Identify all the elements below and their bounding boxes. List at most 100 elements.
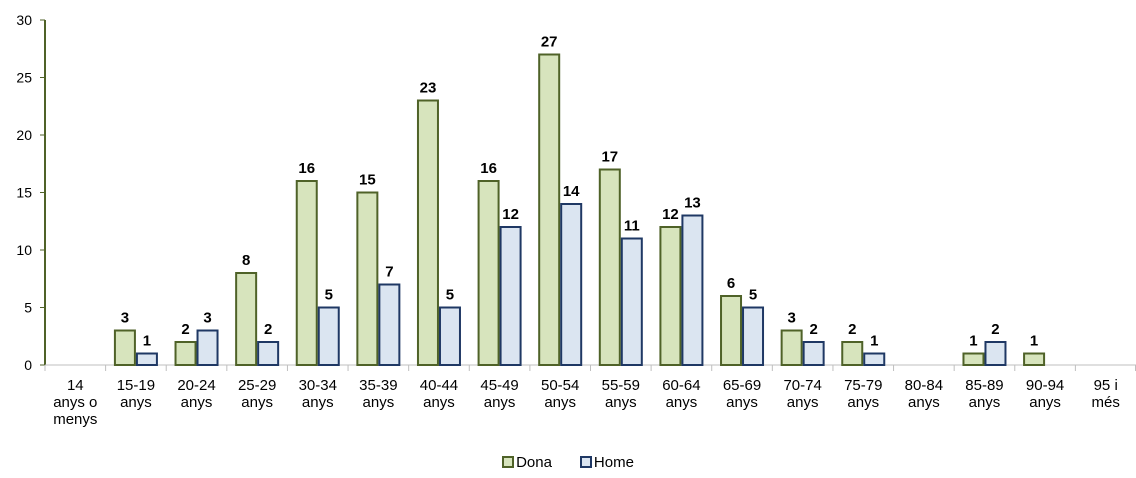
y-tick-label: 20	[16, 127, 32, 143]
data-label-dona: 23	[420, 80, 437, 97]
bar-dona	[174, 341, 197, 366]
bar-home	[742, 306, 765, 366]
x-tick-label: 25-29	[238, 377, 276, 394]
x-tick-label: 35-39	[359, 377, 397, 394]
data-label-dona: 16	[298, 160, 315, 177]
x-tick-label: 75-79	[844, 377, 882, 394]
x-tick-label: 14	[67, 377, 84, 394]
x-tick-label: 65-69	[723, 377, 761, 394]
bar-home	[257, 341, 280, 366]
x-tick-label: anys	[847, 394, 879, 411]
x-tick-label: 40-44	[420, 377, 458, 394]
legend-swatch-home	[579, 456, 592, 468]
bar-home	[802, 341, 825, 366]
data-label-dona: 2	[848, 321, 856, 338]
bar-home	[317, 306, 340, 366]
x-tick-label: 55-59	[602, 377, 640, 394]
data-label-dona: 3	[121, 310, 129, 327]
legend-item-dona[interactable]: Dona	[502, 454, 552, 471]
x-tick-label: anys	[666, 394, 698, 411]
bar-dona	[356, 191, 379, 366]
bar-home	[438, 306, 461, 366]
data-label-home: 5	[446, 287, 454, 304]
x-tick-label: més	[1092, 394, 1120, 411]
data-label-home: 13	[684, 195, 701, 212]
x-tick-label: anys	[969, 394, 1001, 411]
data-label-dona: 1	[969, 333, 977, 350]
bar-home	[135, 352, 158, 366]
data-label-home: 2	[264, 321, 272, 338]
data-label-dona: 15	[359, 172, 376, 189]
bar-dona	[477, 180, 500, 366]
x-tick-label: anys	[908, 394, 940, 411]
bar-dona	[659, 226, 682, 366]
data-label-home: 1	[143, 333, 151, 350]
x-tick-label: anys	[302, 394, 334, 411]
x-tick-label: menys	[53, 411, 97, 428]
bar-dona	[416, 99, 439, 366]
data-label-dona: 6	[727, 275, 735, 292]
x-tick-label: 80-84	[905, 377, 943, 394]
legend-swatch-dona	[502, 456, 515, 468]
legend-label-home: Home	[593, 453, 634, 471]
data-label-dona: 2	[181, 321, 189, 338]
data-label-home: 5	[749, 287, 757, 304]
bar-home	[681, 214, 704, 366]
bar-dona	[1023, 352, 1046, 366]
x-tick-label: anys	[605, 394, 637, 411]
data-label-home: 14	[563, 183, 580, 200]
y-tick-label: 25	[16, 70, 32, 86]
data-label-dona: 12	[662, 206, 679, 223]
x-tick-label: 95 i	[1094, 377, 1118, 394]
y-tick-label: 10	[16, 242, 32, 258]
bar-home	[378, 283, 401, 366]
bar-dona	[598, 168, 621, 366]
bar-dona	[841, 341, 864, 366]
data-label-home: 7	[385, 264, 393, 281]
data-label-dona: 1	[1030, 333, 1038, 350]
bar-home	[863, 352, 886, 366]
bar-dona	[962, 352, 985, 366]
x-tick-label: 45-49	[480, 377, 518, 394]
x-tick-label: 30-34	[299, 377, 337, 394]
y-tick-label: 0	[24, 357, 32, 373]
bar-dona	[720, 295, 743, 366]
data-label-home: 1	[870, 333, 878, 350]
y-tick-label: 15	[16, 185, 32, 201]
legend-label-dona: Dona	[516, 453, 552, 471]
data-label-home: 3	[203, 310, 211, 327]
bar-dona	[295, 180, 318, 366]
x-tick-label: 60-64	[662, 377, 700, 394]
bar-home	[196, 329, 219, 366]
x-tick-label: 50-54	[541, 377, 579, 394]
x-tick-label: 85-89	[965, 377, 1003, 394]
x-tick-label: 90-94	[1026, 377, 1064, 394]
x-tick-label: 15-19	[117, 377, 155, 394]
x-tick-label: anys	[484, 394, 516, 411]
bar-dona	[235, 272, 258, 366]
data-label-home: 2	[991, 321, 999, 338]
data-label-dona: 16	[480, 160, 497, 177]
data-label-dona: 17	[601, 149, 618, 166]
x-tick-label: anys	[241, 394, 273, 411]
x-tick-label: anys	[1029, 394, 1061, 411]
bar-home	[620, 237, 643, 366]
legend-item-home[interactable]: Home	[579, 453, 634, 471]
x-tick-label: 70-74	[783, 377, 821, 394]
data-label-home: 2	[809, 321, 817, 338]
x-tick-label: anys	[544, 394, 576, 411]
legend: Dona Home	[0, 453, 1136, 471]
data-label-home: 11	[624, 218, 640, 235]
data-label-home: 5	[325, 287, 333, 304]
bar-dona	[538, 53, 561, 366]
data-label-dona: 27	[541, 34, 558, 51]
data-label-dona: 3	[787, 310, 795, 327]
x-tick-label: anys o	[53, 394, 97, 411]
x-tick-label: anys	[120, 394, 152, 411]
x-tick-label: anys	[363, 394, 395, 411]
bar-home	[499, 226, 522, 366]
bar-dona	[113, 329, 136, 366]
bar-home	[984, 341, 1007, 366]
data-label-home: 12	[502, 206, 519, 223]
